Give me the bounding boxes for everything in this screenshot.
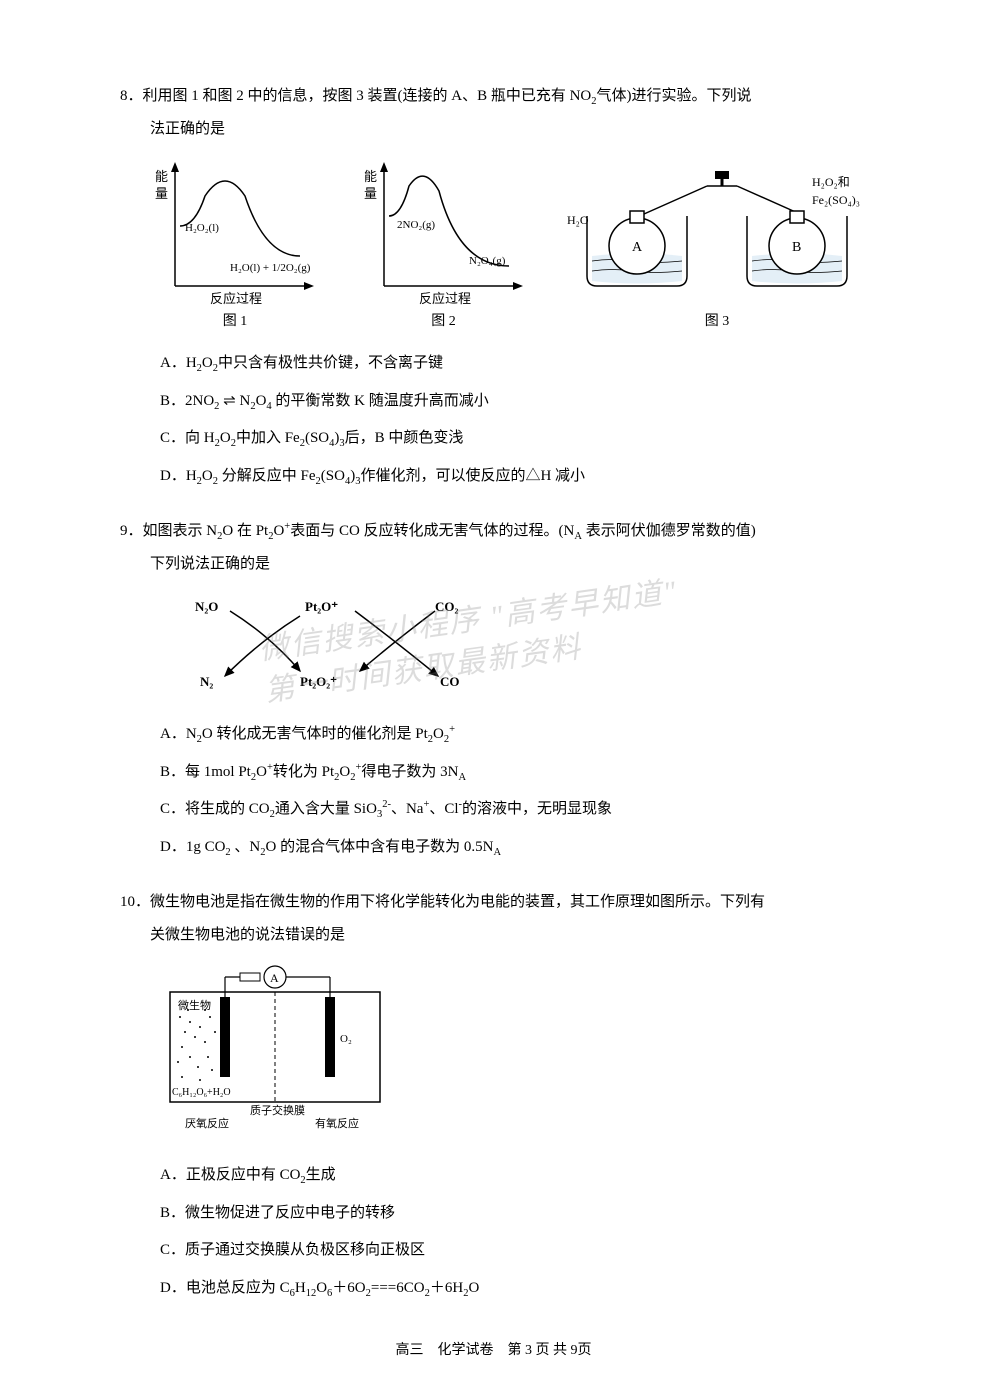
fig2-caption: 图 2 bbox=[431, 310, 456, 330]
q10-stem: 10．微生物电池是指在微生物的作用下将化学能转化为电能的装置，其工作原理如图所示… bbox=[120, 886, 867, 952]
question-10: 10．微生物电池是指在微生物的作用下将化学能转化为电能的装置，其工作原理如图所示… bbox=[120, 886, 867, 1307]
svg-text:能: 能 bbox=[364, 169, 377, 184]
q9-stem-line2: 下列说法正确的是 bbox=[150, 548, 867, 581]
svg-text:Pt₂O⁺: Pt₂O⁺ bbox=[305, 599, 338, 614]
q9-stem: 9．如图表示 N2O 在 Pt2O+表面与 CO 反应转化成无害气体的过程。(N… bbox=[120, 515, 867, 581]
q8-option-c: C．向 H2O2中加入 Fe2(SO4)3后，B 中颜色变浅 bbox=[160, 420, 867, 458]
svg-text:A: A bbox=[270, 971, 279, 985]
svg-text:CO: CO bbox=[440, 674, 460, 689]
svg-text:N₂: N₂ bbox=[200, 674, 213, 689]
q8-fig3: A B H₂O H₂O₂和 Fe₂(SO₄)₃ bbox=[567, 156, 867, 330]
q8-fig2: 能 量 2NO₂(g) N₂O₄(g) 反应过程 图 2 bbox=[359, 156, 529, 330]
svg-text:量: 量 bbox=[364, 186, 377, 201]
svg-text:Pt₂O₂⁺: Pt₂O₂⁺ bbox=[300, 674, 337, 689]
q9-option-c: C．将生成的 CO2通入含大量 SiO32-、Na+、Cl-的溶液中，无明显现象 bbox=[160, 791, 867, 829]
microbial-cell-icon: A 微生物 O₂ C₆H₁₂O₆+H₂O 质子交换膜 厌氧反应 有氧反应 bbox=[160, 962, 410, 1132]
q8-stem: 8．利用图 1 和图 2 中的信息，按图 3 装置(连接的 A、B 瓶中已充有 … bbox=[120, 80, 867, 146]
energy-diagram-2-icon: 能 量 2NO₂(g) N₂O₄(g) 反应过程 bbox=[359, 156, 529, 306]
q9-diagram: N₂O Pt₂O⁺ CO₂ N₂ Pt₂O₂⁺ CO bbox=[180, 591, 867, 706]
svg-text:O₂: O₂ bbox=[340, 1033, 352, 1045]
q8-fig1: 能 量 H₂O₂(l) H₂O(l) + 1/2O₂(g) 反应过程 图 1 bbox=[150, 156, 320, 330]
q10-diagram: A 微生物 O₂ C₆H₁₂O₆+H₂O 质子交换膜 厌氧反应 有氧反应 bbox=[160, 962, 867, 1137]
svg-text:Fe₂(SO₄)₃: Fe₂(SO₄)₃ bbox=[812, 193, 860, 207]
svg-text:N₂O: N₂O bbox=[195, 599, 218, 614]
svg-text:A: A bbox=[632, 240, 643, 255]
svg-text:质子交换膜: 质子交换膜 bbox=[250, 1103, 305, 1117]
q10-options: A．正极反应中有 CO2生成 B．微生物促进了反应中电子的转移 C．质子通过交换… bbox=[160, 1157, 867, 1307]
q10-option-c: C．质子通过交换膜从负极区移向正极区 bbox=[160, 1232, 867, 1270]
svg-text:CO₂: CO₂ bbox=[435, 599, 459, 614]
svg-text:量: 量 bbox=[155, 186, 168, 201]
q10-option-b: B．微生物促进了反应中电子的转移 bbox=[160, 1195, 867, 1233]
fig3-caption: 图 3 bbox=[705, 310, 730, 330]
q8-option-d: D．H2O2 分解反应中 Fe2(SO4)3作催化剂，可以使反应的△H 减小 bbox=[160, 458, 867, 496]
q10-stem-line2: 关微生物电池的说法错误的是 bbox=[150, 919, 867, 952]
svg-text:厌氧反应: 厌氧反应 bbox=[185, 1116, 229, 1130]
svg-text:H₂O: H₂O bbox=[567, 213, 589, 227]
fig1-caption: 图 1 bbox=[223, 310, 248, 330]
svg-text:H₂O₂(l): H₂O₂(l) bbox=[185, 222, 219, 234]
svg-text:反应过程: 反应过程 bbox=[210, 291, 262, 306]
q8-options: A．H2O2中只含有极性共价键，不含离子键 B．2NO2 ⇌ N2O4 的平衡常… bbox=[160, 345, 867, 495]
q9-option-d: D．1g CO2 、N2O 的混合气体中含有电子数为 0.5NA bbox=[160, 829, 867, 867]
svg-text:反应过程: 反应过程 bbox=[419, 291, 471, 306]
svg-text:H₂O(l) + 1/2O₂(g): H₂O(l) + 1/2O₂(g) bbox=[230, 262, 311, 274]
page-footer: 高三 化学试卷 第 3 页 共 9页 bbox=[0, 1339, 987, 1359]
svg-text:能: 能 bbox=[155, 169, 168, 184]
svg-text:N₂O₄(g): N₂O₄(g) bbox=[469, 255, 506, 267]
svg-text:2NO₂(g): 2NO₂(g) bbox=[397, 219, 435, 231]
q9-options: A．N2O 转化成无害气体时的催化剂是 Pt2O2+ B．每 1mol Pt2O… bbox=[160, 716, 867, 866]
apparatus-icon: A B H₂O H₂O₂和 Fe₂(SO₄)₃ bbox=[567, 156, 867, 306]
q10-num: 10． bbox=[120, 894, 150, 910]
question-9: 9．如图表示 N2O 在 Pt2O+表面与 CO 反应转化成无害气体的过程。(N… bbox=[120, 515, 867, 866]
svg-text:微生物: 微生物 bbox=[178, 998, 211, 1012]
q8-option-a: A．H2O2中只含有极性共价键，不含离子键 bbox=[160, 345, 867, 383]
svg-text:H₂O₂和: H₂O₂和 bbox=[812, 175, 850, 189]
catalytic-cycle-icon: N₂O Pt₂O⁺ CO₂ N₂ Pt₂O₂⁺ CO bbox=[180, 591, 500, 701]
q9-option-a: A．N2O 转化成无害气体时的催化剂是 Pt2O2+ bbox=[160, 716, 867, 754]
svg-text:C₆H₁₂O₆+H₂O: C₆H₁₂O₆+H₂O bbox=[172, 1087, 231, 1098]
question-8: 8．利用图 1 和图 2 中的信息，按图 3 装置(连接的 A、B 瓶中已充有 … bbox=[120, 80, 867, 495]
q8-figures: 能 量 H₂O₂(l) H₂O(l) + 1/2O₂(g) 反应过程 图 1 能… bbox=[150, 156, 867, 330]
q8-num: 8． bbox=[120, 88, 143, 104]
q10-option-d: D．电池总反应为 C6H12O6＋6O2===6CO2＋6H2O bbox=[160, 1270, 867, 1308]
q8-stem-line2: 法正确的是 bbox=[150, 113, 867, 146]
q9-option-b: B．每 1mol Pt2O+转化为 Pt2O2+得电子数为 3NA bbox=[160, 754, 867, 792]
svg-text:B: B bbox=[792, 240, 801, 255]
q8-option-b: B．2NO2 ⇌ N2O4 的平衡常数 K 随温度升高而减小 bbox=[160, 383, 867, 421]
svg-text:有氧反应: 有氧反应 bbox=[315, 1116, 359, 1130]
q10-option-a: A．正极反应中有 CO2生成 bbox=[160, 1157, 867, 1195]
energy-diagram-1-icon: 能 量 H₂O₂(l) H₂O(l) + 1/2O₂(g) 反应过程 bbox=[150, 156, 320, 306]
q9-num: 9． bbox=[120, 523, 143, 539]
